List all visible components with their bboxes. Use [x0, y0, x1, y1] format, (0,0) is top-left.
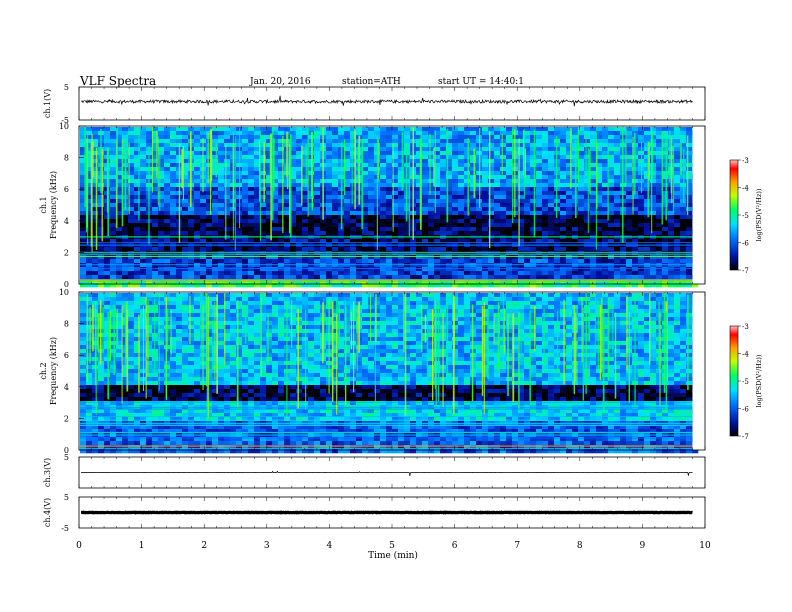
y-tick-label: 6 — [64, 351, 69, 360]
colorbar-title: log(PSD(V²/Hz)) — [755, 354, 763, 407]
time-axis: 0 1 2 3 4 5 6 7 8 9 10 — [76, 541, 711, 551]
colorbar-tick-label: -6 — [742, 406, 749, 414]
y-axis-title: Frequency (kHz) — [49, 171, 58, 239]
channel-label: ch.1 — [39, 196, 48, 213]
y-axis-title: Frequency (kHz) — [49, 337, 58, 405]
y-tick-label: 5 — [64, 83, 69, 92]
y-tick-label: 8 — [64, 154, 69, 163]
start-time-label: start UT = 14:40:1 — [438, 77, 524, 87]
x-tick-label: 5 — [389, 541, 395, 551]
colorbar-tick-label: -7 — [742, 267, 749, 275]
colorbar-tick-label: -5 — [742, 378, 749, 386]
y-tick-label: -5 — [61, 116, 69, 125]
y-tick-label: 8 — [64, 320, 69, 329]
spectrogram-cells — [80, 293, 699, 454]
x-tick-label: 3 — [264, 541, 270, 551]
colorbar-tick-label: -5 — [742, 212, 749, 220]
ch1-waveform-panel: 5 -5 ch.1(V) — [43, 83, 706, 125]
y-tick-label: 2 — [64, 414, 69, 423]
colorbar-title: log(PSD(V²/Hz)) — [755, 188, 763, 241]
x-tick-label: 9 — [640, 541, 646, 551]
channel-label: ch.2 — [39, 362, 48, 379]
colorbar-tick-label: -4 — [742, 185, 749, 193]
spectral-lines — [80, 236, 693, 283]
x-tick-label: 4 — [327, 541, 333, 551]
x-tick-label: 6 — [452, 541, 458, 551]
ch1-colorbar: -3 -4 -5 -6 -7 log(PSD(V²/Hz)) — [729, 157, 763, 275]
chart-title: VLF Spectra — [79, 74, 156, 88]
y-tick-label: 6 — [64, 185, 69, 194]
spectral-lines — [80, 401, 693, 449]
y-axis-title: ch.1(V) — [43, 89, 52, 118]
sferic-streaks — [84, 126, 689, 252]
x-tick-label: 0 — [76, 541, 82, 551]
y-tick-label: 0 — [64, 280, 69, 289]
y-tick-label: 4 — [64, 383, 69, 392]
x-tick-label: 2 — [201, 541, 207, 551]
ch2-spectrogram-panel: 0 2 4 6 8 10 ch.2 Frequency (kHz) — [39, 288, 706, 455]
y-tick-label: 10 — [59, 122, 69, 131]
waveform-line — [80, 470, 693, 477]
y-tick-label: 4 — [64, 217, 69, 226]
colorbar-tick-label: -6 — [742, 240, 749, 248]
y-axis-title: ch.3(V) — [43, 458, 52, 487]
date-label: Jan. 20, 2016 — [249, 77, 311, 87]
waveform-line — [81, 95, 693, 107]
spectrogram-cells — [80, 127, 699, 288]
colorbar-tick-label: -3 — [742, 323, 749, 331]
ch1-spectrogram-panel: 0 2 4 6 8 10 ch.1 Frequency (kHz) — [39, 122, 706, 289]
x-tick-label: 8 — [577, 541, 583, 551]
y-tick-label: 0 — [64, 446, 69, 455]
station-label: station=ATH — [342, 77, 401, 87]
colorbar-tick-label: -3 — [742, 157, 749, 165]
colorbar-gradient — [729, 159, 739, 271]
colorbar-tick-label: -7 — [742, 433, 749, 441]
ch4-waveform-panel: 5 -5 ch.4(V) — [43, 493, 706, 533]
x-tick-label: 1 — [139, 541, 145, 551]
panel-frame — [78, 86, 706, 121]
x-axis-title: Time (min) — [368, 550, 418, 561]
y-tick-label: 5 — [64, 453, 69, 462]
ch2-colorbar: -3 -4 -5 -6 -7 log(PSD(V²/Hz)) — [729, 323, 763, 441]
x-tick-label: 10 — [699, 541, 711, 551]
sferic-streaks — [86, 292, 689, 418]
y-tick-label: 2 — [64, 248, 69, 257]
colorbar-gradient — [729, 325, 739, 437]
x-tick-label: 7 — [514, 541, 520, 551]
y-tick-label: 5 — [64, 493, 69, 502]
colorbar-tick-label: -4 — [742, 351, 749, 359]
ch3-waveform-panel: 5 ch.3(V) — [43, 453, 706, 489]
y-tick-label: -5 — [61, 524, 69, 533]
y-axis-title: ch.4(V) — [43, 498, 52, 527]
y-tick-label: 10 — [59, 288, 69, 297]
